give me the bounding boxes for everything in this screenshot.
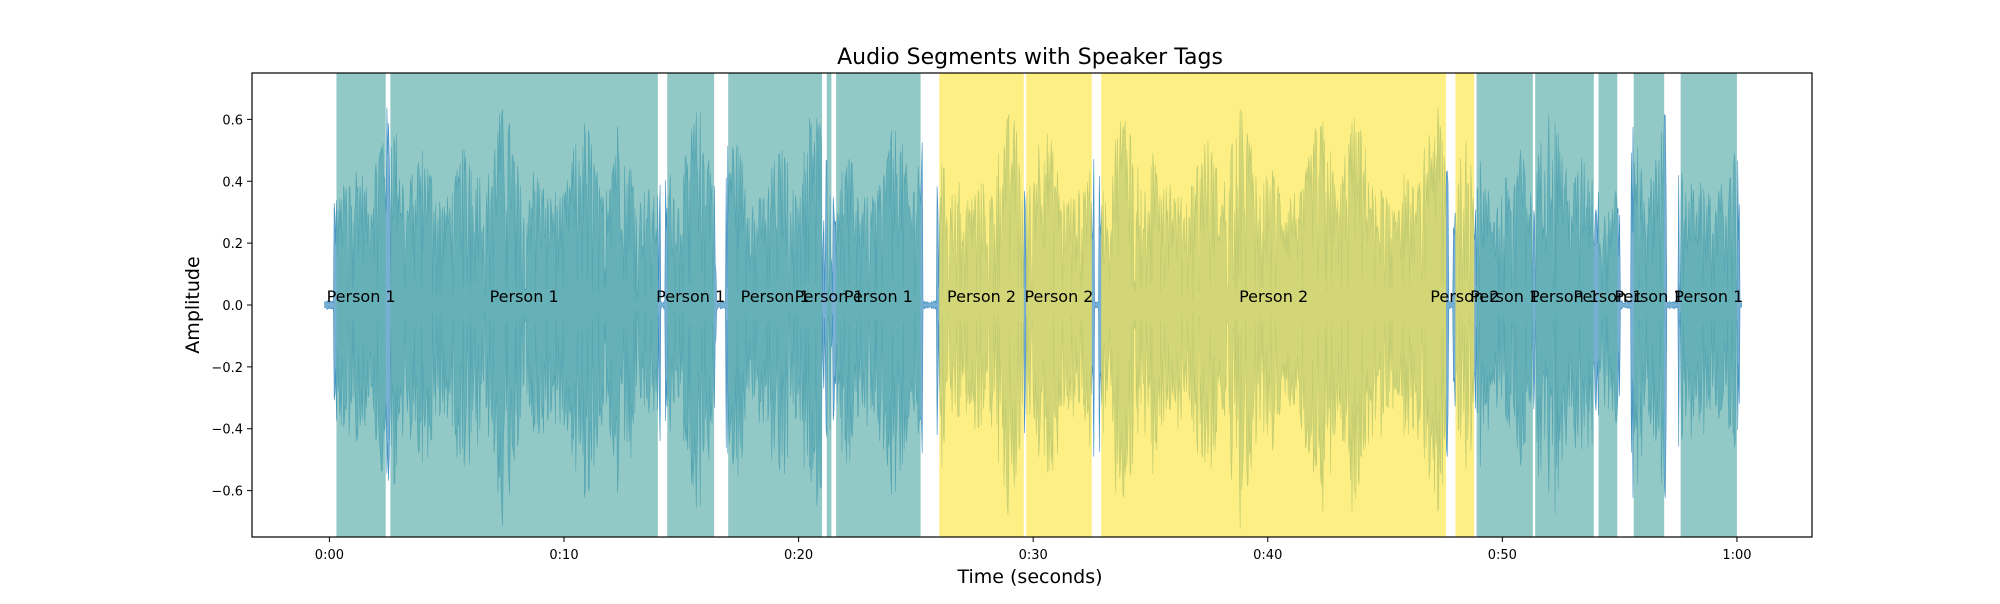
segment-label-5: Person 1 <box>795 287 864 306</box>
segment-label-4: Person 1 <box>741 287 810 306</box>
segment-label-1: Person 1 <box>327 287 396 306</box>
y-tick-label-4: −0.2 <box>211 361 243 376</box>
segment-label-9: Person 2 <box>1239 287 1308 306</box>
segment-span-10 <box>1455 73 1475 537</box>
segment-label-10: Person 2 <box>1430 287 1499 306</box>
y-tick-label-2: 0.2 <box>222 237 243 252</box>
segment-span-13 <box>1598 73 1618 537</box>
segment-label-13: Person 1 <box>1573 287 1642 306</box>
y-tick-label-6: −0.6 <box>211 485 243 500</box>
segment-span-6 <box>836 73 921 537</box>
segment-label-15: Person 1 <box>1674 287 1743 306</box>
segment-label-2: Person 1 <box>490 287 559 306</box>
segment-span-1 <box>336 73 386 537</box>
y-tick-label-1: 0.4 <box>222 175 243 190</box>
segment-span-9 <box>1101 73 1447 537</box>
x-tick-label-5: 0:50 <box>1488 548 1517 563</box>
x-tick-label-3: 0:30 <box>1019 548 1048 563</box>
segment-span-11 <box>1476 73 1533 537</box>
segment-label-6: Person 1 <box>844 287 913 306</box>
segment-label-3: Person 1 <box>656 287 725 306</box>
y-tick-label-0: 0.6 <box>222 113 243 128</box>
segment-span-7 <box>939 73 1024 537</box>
x-tick-label-0: 0:00 <box>315 548 344 563</box>
x-axis-label: Time (seconds) <box>956 566 1102 588</box>
segment-span-4 <box>728 73 823 537</box>
segment-span-8 <box>1026 73 1092 537</box>
segment-span-2 <box>390 73 658 537</box>
chart-title: Audio Segments with Speaker Tags <box>837 45 1223 70</box>
segment-label-11: Person 1 <box>1470 287 1539 306</box>
x-tick-label-4: 0:40 <box>1253 548 1282 563</box>
y-tick-label-3: 0.0 <box>222 299 243 314</box>
segment-label-14: Person 1 <box>1614 287 1683 306</box>
segment-span-15 <box>1680 73 1737 537</box>
x-tick-label-1: 0:10 <box>549 548 578 563</box>
segment-span-14 <box>1633 73 1665 537</box>
segment-label-7: Person 2 <box>947 287 1016 306</box>
segment-span-3 <box>667 73 715 537</box>
y-axis-label: Amplitude <box>182 256 204 353</box>
segment-span-12 <box>1535 73 1594 537</box>
x-tick-label-2: 0:20 <box>784 548 813 563</box>
segment-label-12: Person 1 <box>1530 287 1599 306</box>
segment-label-8: Person 2 <box>1024 287 1093 306</box>
segment-span-5 <box>826 73 832 537</box>
x-tick-label-6: 1:00 <box>1722 548 1751 563</box>
y-tick-label-5: −0.4 <box>211 423 243 438</box>
